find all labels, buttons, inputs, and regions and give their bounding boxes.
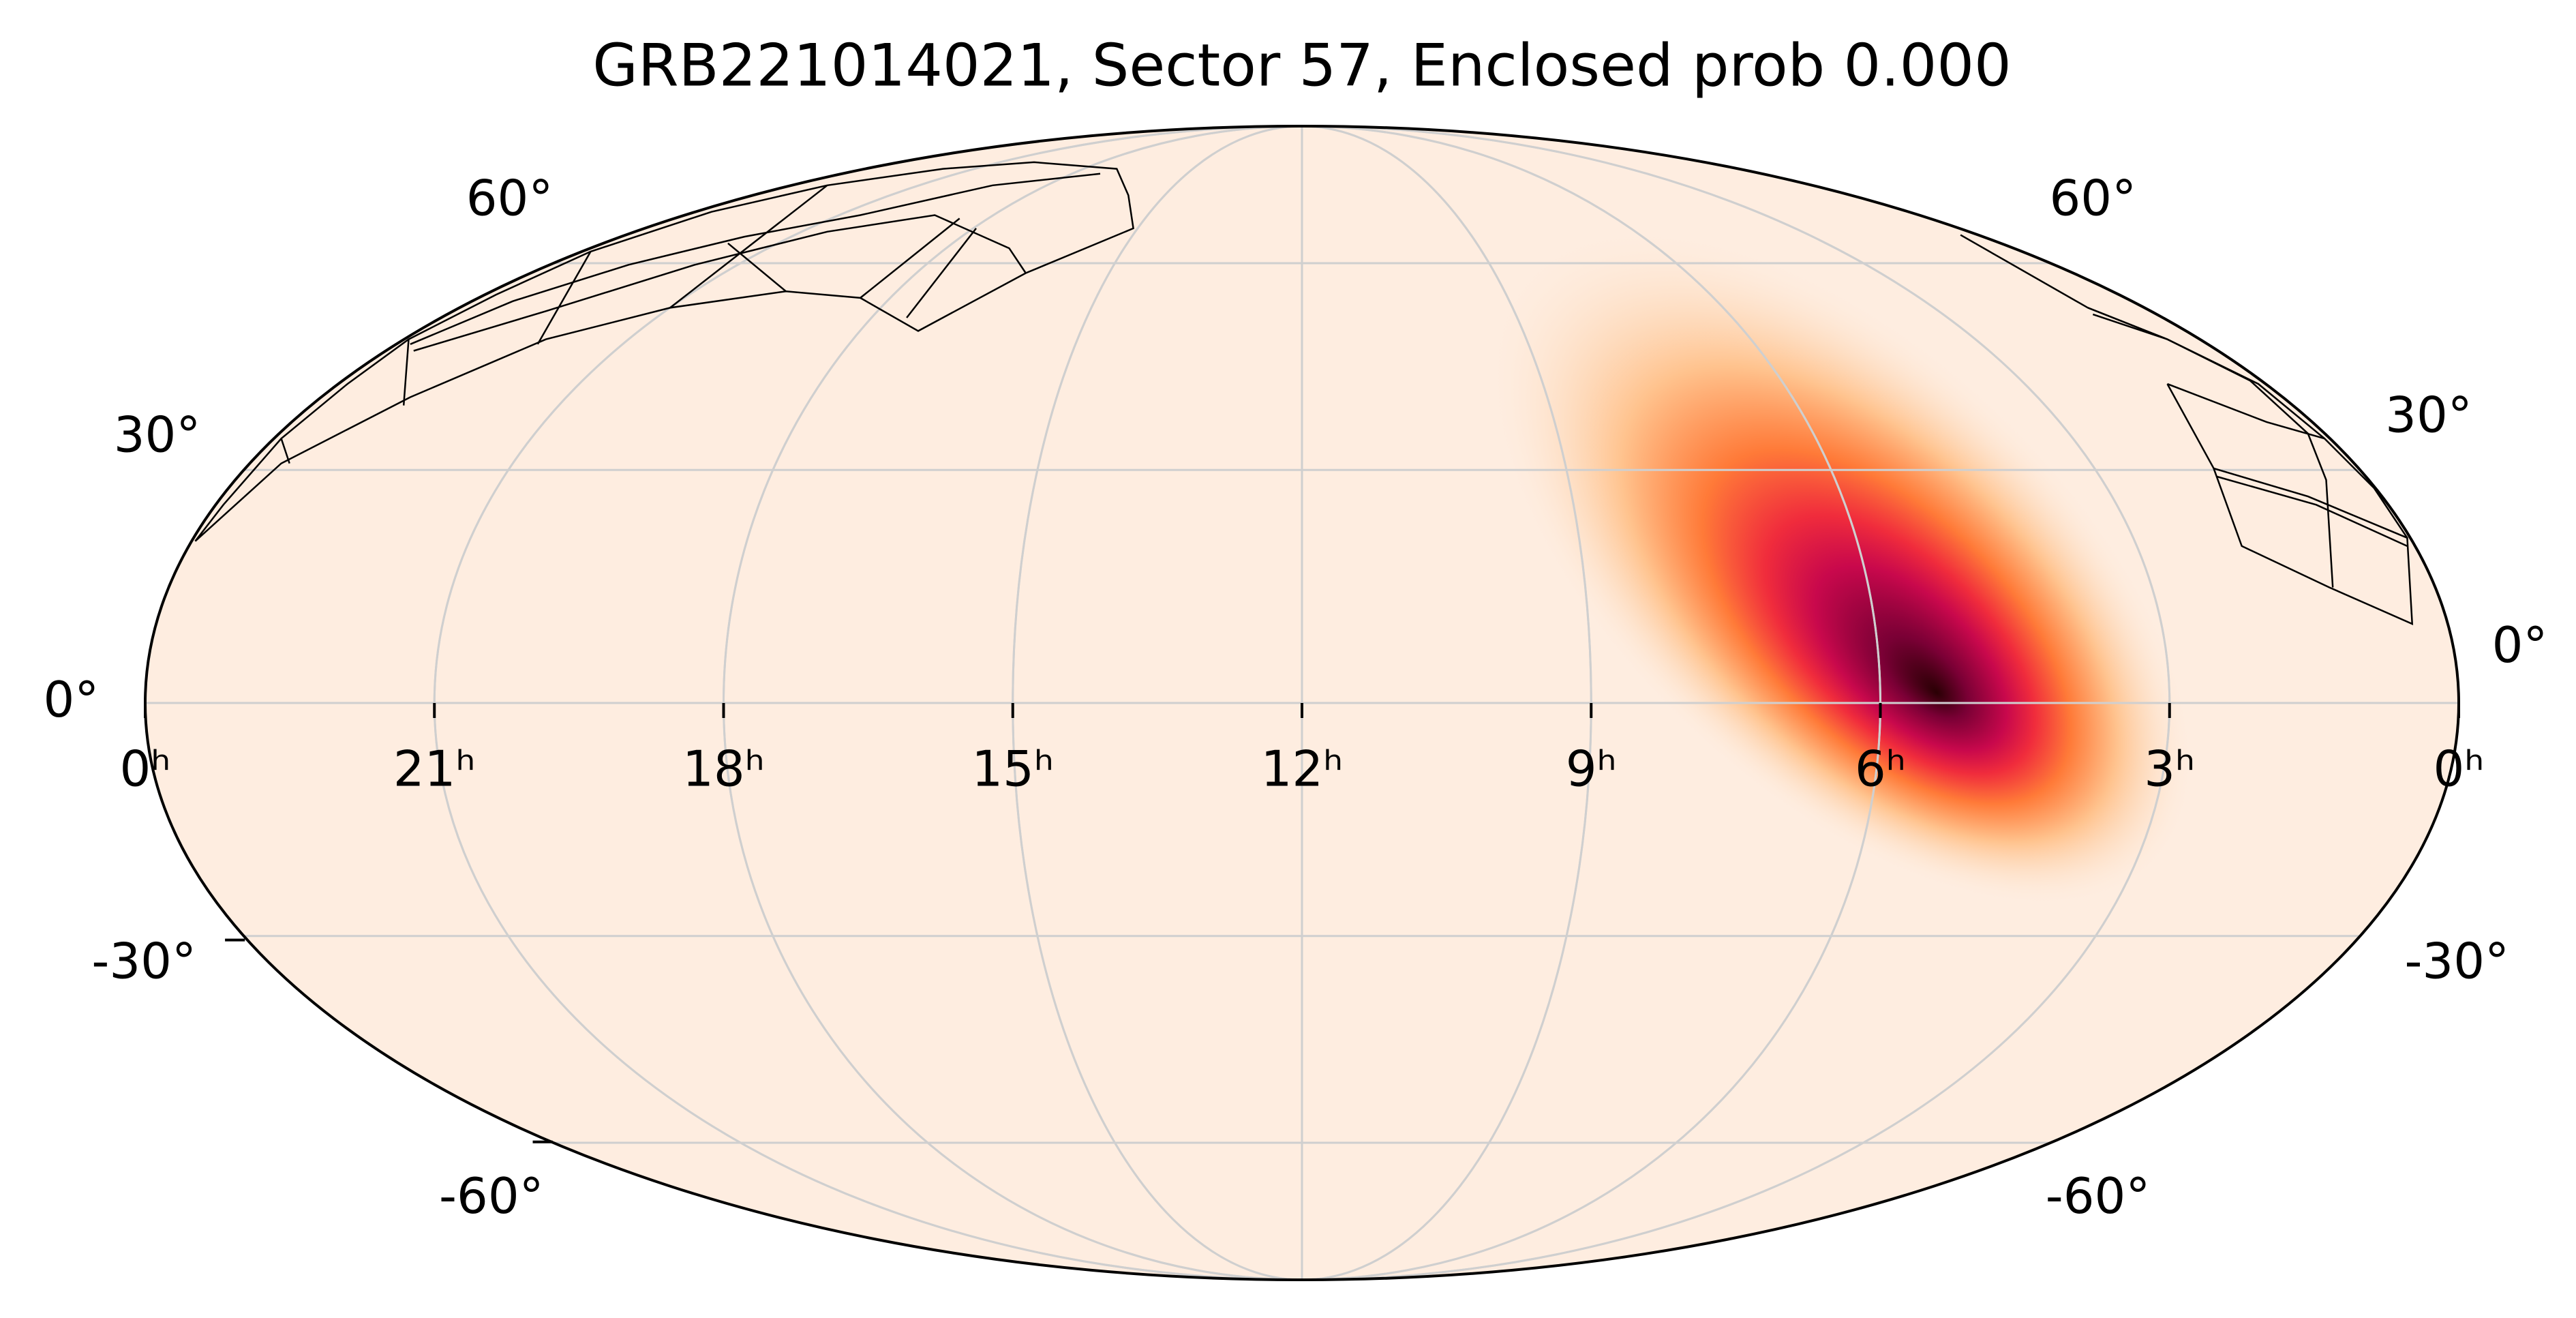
dec-label-left: -30° [91, 933, 196, 990]
title: GRB221014021, Sector 57, Enclosed prob 0… [592, 31, 2012, 100]
footprint-edge [2216, 475, 2408, 548]
ra-label: 0ʰ [2434, 740, 2485, 798]
footprint-edge [413, 214, 1027, 352]
footprint-edge [906, 228, 977, 318]
dec-label-right: 0° [2492, 616, 2548, 674]
dec-label-right: 60° [2049, 170, 2136, 227]
dec-label-right: -60° [2046, 1167, 2151, 1225]
ra-label: 15ʰ [971, 740, 1054, 798]
ra-label: 3ʰ [2144, 740, 2195, 798]
ra-label: 9ʰ [1566, 740, 1617, 798]
footprint-edge [536, 251, 592, 345]
footprint-edge [727, 242, 787, 293]
ra-label: 12ʰ [1261, 740, 1344, 798]
footprint-edge [402, 339, 410, 406]
ra-label: 21ʰ [393, 740, 476, 798]
labels: 0ʰ 21ʰ 18ʰ 15ʰ 12ʰ 9ʰ 6ʰ 3ʰ 0ʰ 60° 30° 0° -30° -60° 60… [43, 170, 2547, 1225]
ra-label: 6ʰ [1855, 740, 1906, 798]
dec-label-right: 30° [2385, 387, 2472, 444]
footprint-edge [2092, 313, 2334, 588]
footprint-edge [280, 438, 290, 464]
footprint-edge [2213, 467, 2408, 539]
ra-label: 18ʰ [682, 740, 765, 798]
dec-label-left: -60° [439, 1167, 544, 1225]
dec-label-right: -30° [2404, 933, 2509, 990]
dec-label-left: 0° [43, 671, 99, 728]
probability-region [1486, 226, 2195, 906]
footprint-edge [860, 218, 960, 299]
sector-footprints [194, 161, 2414, 625]
dec-label-left: 30° [114, 406, 201, 464]
footprint-edge [2167, 383, 2325, 440]
dec-label-left: 60° [466, 170, 554, 227]
footprint-edge [194, 161, 1134, 542]
footprint-edge [669, 184, 828, 309]
footprint-edge [410, 173, 1101, 345]
ra-label: 0ʰ [120, 740, 171, 798]
